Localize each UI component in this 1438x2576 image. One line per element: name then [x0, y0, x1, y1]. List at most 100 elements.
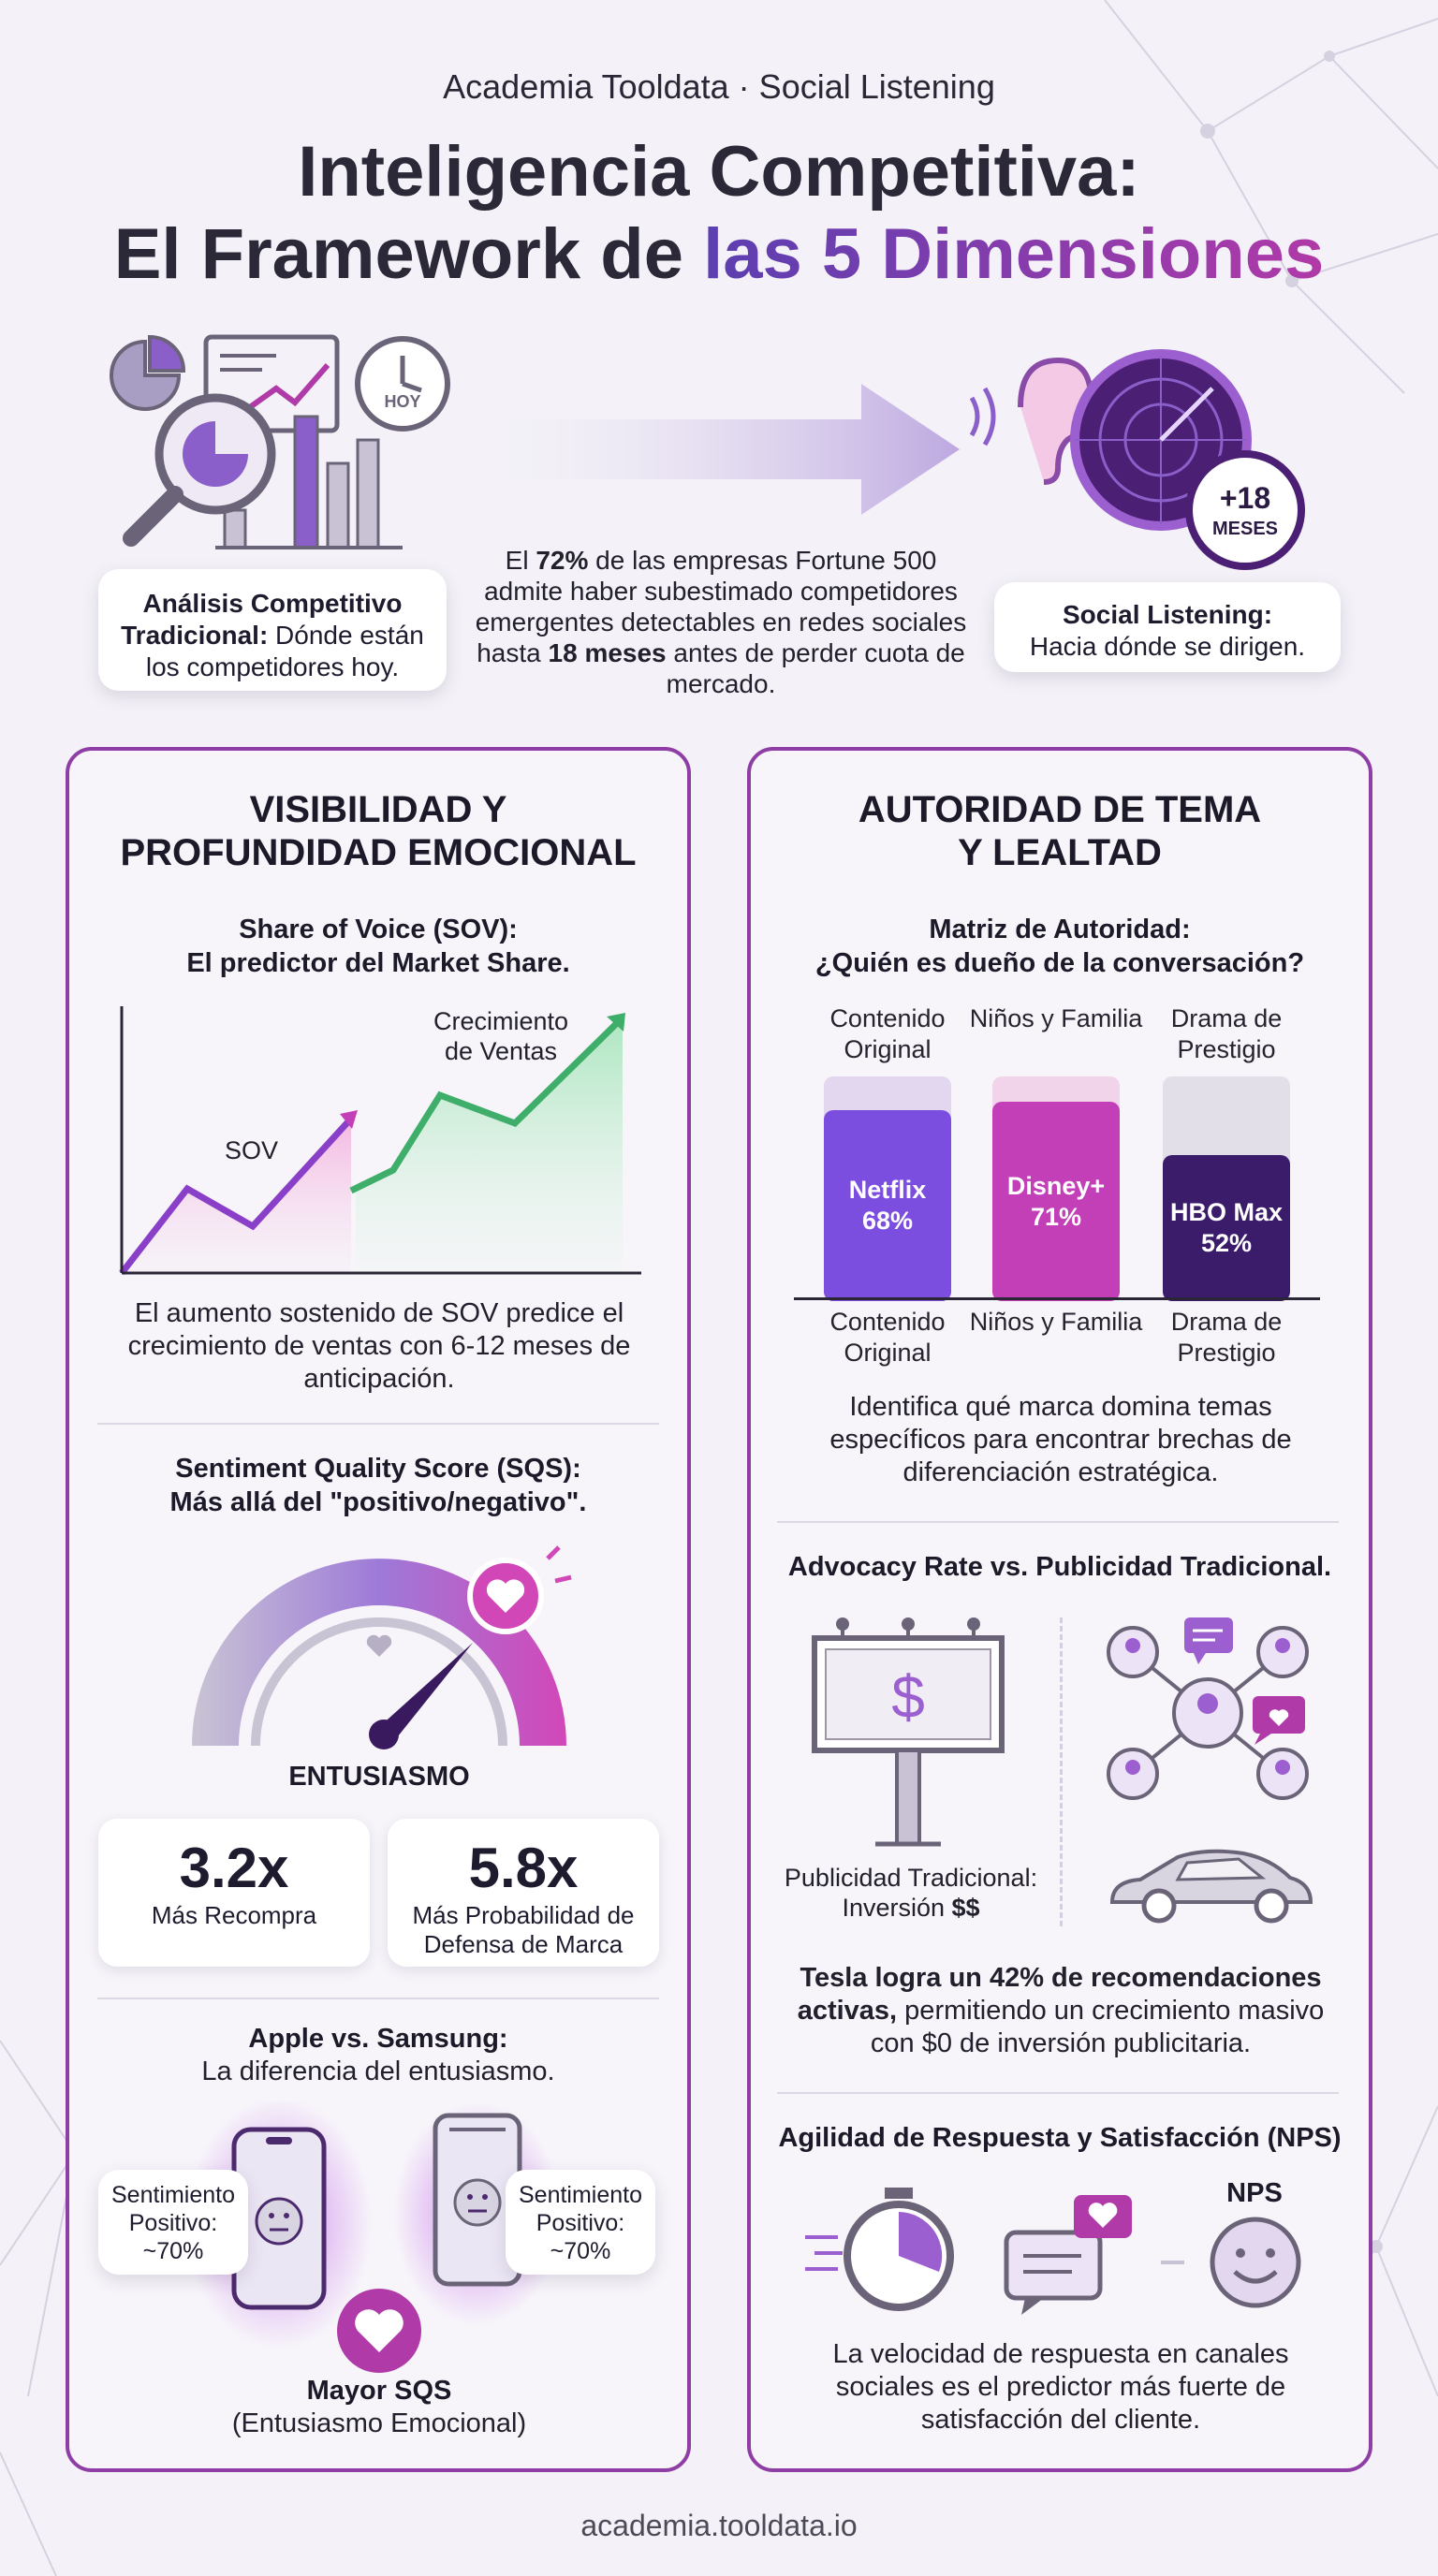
divider [97, 1423, 659, 1425]
divider [777, 2092, 1339, 2094]
billboard-icon: $ [812, 1617, 1005, 1847]
matrix-heading-line-2: ¿Quién es dueño de la conversación? [814, 948, 1305, 978]
stat-pct: 72% [536, 546, 589, 575]
billboard-symbol: $ [891, 1663, 925, 1731]
bar-brand: Disney+ [1006, 1171, 1106, 1200]
trad-invest-bold: $$ [951, 1894, 980, 1922]
listening-text: Hacia dónde se dirigen. [1029, 632, 1306, 661]
trad-label: Publicidad Tradicional: [784, 1864, 1038, 1892]
right-title-line-2: Y LEALTAD [958, 832, 1162, 873]
bottom-category-label: Drama de Prestigio [1170, 1308, 1283, 1367]
right-panel-title: AUTORIDAD DE TEMA Y LEALTAD [766, 788, 1354, 874]
bar-disney [992, 1102, 1120, 1301]
enthusiasm-gauge [192, 1545, 572, 1749]
nps-caption: La velocidad de respuesta en canales soc… [832, 2339, 1289, 2435]
sqs-result-text: (Entusiasmo Emocional) [231, 2408, 527, 2438]
stat-card: 5.8x Más Probabilidad de Defensa de Marc… [388, 1819, 659, 1967]
sentiment-bubble-left: Sentimiento Positivo: ~70% [98, 2170, 248, 2275]
traditional-text: Dónde están los competidores hoy. [145, 621, 424, 681]
stat-mid: de las empresas Fortune 500 admite haber… [475, 546, 967, 667]
bar-brand: Netflix [848, 1176, 927, 1204]
left-title-line-1: VISIBILIDAD Y [249, 789, 507, 830]
divider [97, 1998, 659, 1999]
sov-heading-line-1: Share of Voice (SOV): [239, 915, 518, 944]
meses-label: MESES [1212, 519, 1278, 539]
title-line-1: Inteligencia Competitiva: [298, 132, 1140, 212]
traditional-bold: Análisis Competitivo Tradicional: [121, 589, 403, 650]
nps-heading: Agilidad de Respuesta y Satisfacción (NP… [778, 2123, 1342, 2153]
bar-value-label: Disney+ 71% [992, 1171, 1120, 1233]
left-panel-title: VISIBILIDAD Y PROFUNDIDAD EMOCIONAL [84, 788, 672, 874]
top-category-label: Niños y Familia [969, 1004, 1143, 1032]
traditional-ad-label: Publicidad Tradicional: Inversión $$ [766, 1863, 1056, 1923]
chart-baseline [794, 1297, 1320, 1300]
trad-invest-line: Inversión $$ [766, 1893, 1056, 1923]
sqs-heading-line-1: Sentiment Quality Score (SQS): [175, 1454, 581, 1484]
sov-caption: El aumento sostenido de SOV predice el c… [127, 1298, 631, 1394]
sqs-heading: Sentiment Quality Score (SQS): Más allá … [84, 1452, 672, 1519]
sov-label: SOV [225, 1136, 279, 1164]
bottom-category-label: Contenido Original [829, 1308, 946, 1367]
sentiment-bubble-right: Sentimiento Positivo: ~70% [506, 2170, 655, 2275]
growth-label-line-1: Crecimiento [433, 1007, 569, 1035]
brand-line: Academia Tooldata · Social Listening [443, 67, 995, 106]
title-line-2: El Framework de las 5 Dimensiones [0, 213, 1438, 296]
tesla-caption: Tesla logra un 42% de recomendaciones ac… [796, 1962, 1326, 2060]
authority-matrix-chart: Contenido Original Niños y Familia Drama… [794, 1002, 1328, 1376]
bar-percent: 68% [861, 1207, 914, 1235]
sov-heading-line-2: El predictor del Market Share. [186, 948, 570, 978]
title-plain: El Framework de [113, 214, 704, 294]
matrix-heading-line-1: Matriz de Autoridad: [929, 915, 1191, 944]
title-accent: las 5 Dimensiones [703, 214, 1325, 294]
bar-value-label: Netflix 68% [824, 1175, 951, 1237]
gauge-label: ENTUSIASMO [288, 1762, 470, 1792]
traditional-analysis-illustration: HOY [110, 334, 450, 549]
right-panel [747, 747, 1372, 2472]
stat-label: Más Probabilidad de Defensa de Marca [412, 1901, 635, 1958]
footer-url: academia.tooldata.io [580, 2509, 858, 2542]
stat-value: 3.2x [179, 1837, 289, 1899]
apple-heading-line-1: Apple vs. Samsung: [248, 2024, 508, 2054]
sov-line-chart [119, 1006, 641, 1276]
fortune-stat: El 72% de las empresas Fortune 500 admit… [468, 545, 974, 699]
advocacy-network-icon [1107, 1617, 1309, 1800]
listening-callout: Social Listening: Hacia dónde se dirigen… [994, 582, 1341, 672]
page-title: Inteligencia Competitiva: El Framework d… [0, 131, 1438, 296]
sqs-result-bold: Mayor SQS [306, 2376, 452, 2406]
bar-brand: HBO Max [1169, 1198, 1284, 1226]
social-listening-illustration: +18 MESES [969, 349, 1305, 570]
tesla-text: permitiendo un crecimiento masivo con $0… [870, 1996, 1325, 2058]
car-icon [1109, 1849, 1313, 1924]
top-category-label: Contenido Original [829, 1004, 946, 1063]
sqs-heading-line-2: Más allá del "positivo/negativo". [169, 1487, 587, 1517]
stat-card: 3.2x Más Recompra [98, 1819, 370, 1967]
bar-hbo [1163, 1155, 1290, 1301]
stat-value: 5.8x [468, 1837, 579, 1899]
bar-netflix [824, 1110, 951, 1301]
traditional-callout: Análisis Competitivo Tradicional: Dónde … [98, 569, 447, 691]
stat-post: antes de perder cuota de mercado. [666, 638, 965, 698]
growth-label-line-2: de Ventas [444, 1037, 558, 1065]
matrix-heading: Matriz de Autoridad: ¿Quién es dueño de … [766, 913, 1354, 980]
bar-percent: 52% [1200, 1229, 1253, 1257]
tesla-bold: Tesla logra un 42% de recomendaciones ac… [797, 1963, 1322, 2026]
nps-label: NPS [1226, 2178, 1283, 2208]
left-title-line-2: PROFUNDIDAD EMOCIONAL [120, 832, 637, 873]
bar-value-label: HBO Max 52% [1163, 1197, 1290, 1259]
growth-label: Crecimiento de Ventas [412, 1006, 590, 1066]
bar-percent: 71% [1030, 1202, 1082, 1231]
stat-months: 18 meses [548, 638, 667, 667]
top-category-label: Drama de Prestigio [1170, 1004, 1283, 1063]
dashed-divider [1060, 1617, 1063, 1926]
arrow-graphic [487, 384, 974, 515]
response-icons [805, 2188, 1301, 2315]
listening-bold: Social Listening: [1062, 600, 1273, 629]
apple-heading-line-2: La diferencia del entusiasmo. [201, 2056, 555, 2086]
divider [777, 1521, 1339, 1523]
trad-invest: Inversión [842, 1894, 952, 1922]
advocacy-heading: Advocacy Rate vs. Publicidad Tradicional… [787, 1552, 1332, 1582]
right-title-line-1: AUTORIDAD DE TEMA [858, 789, 1262, 830]
apple-heading: Apple vs. Samsung: La diferencia del ent… [84, 2022, 672, 2088]
matrix-caption: Identifica qué marca domina temas especí… [829, 1392, 1292, 1487]
stat-label: Más Recompra [151, 1901, 317, 1929]
